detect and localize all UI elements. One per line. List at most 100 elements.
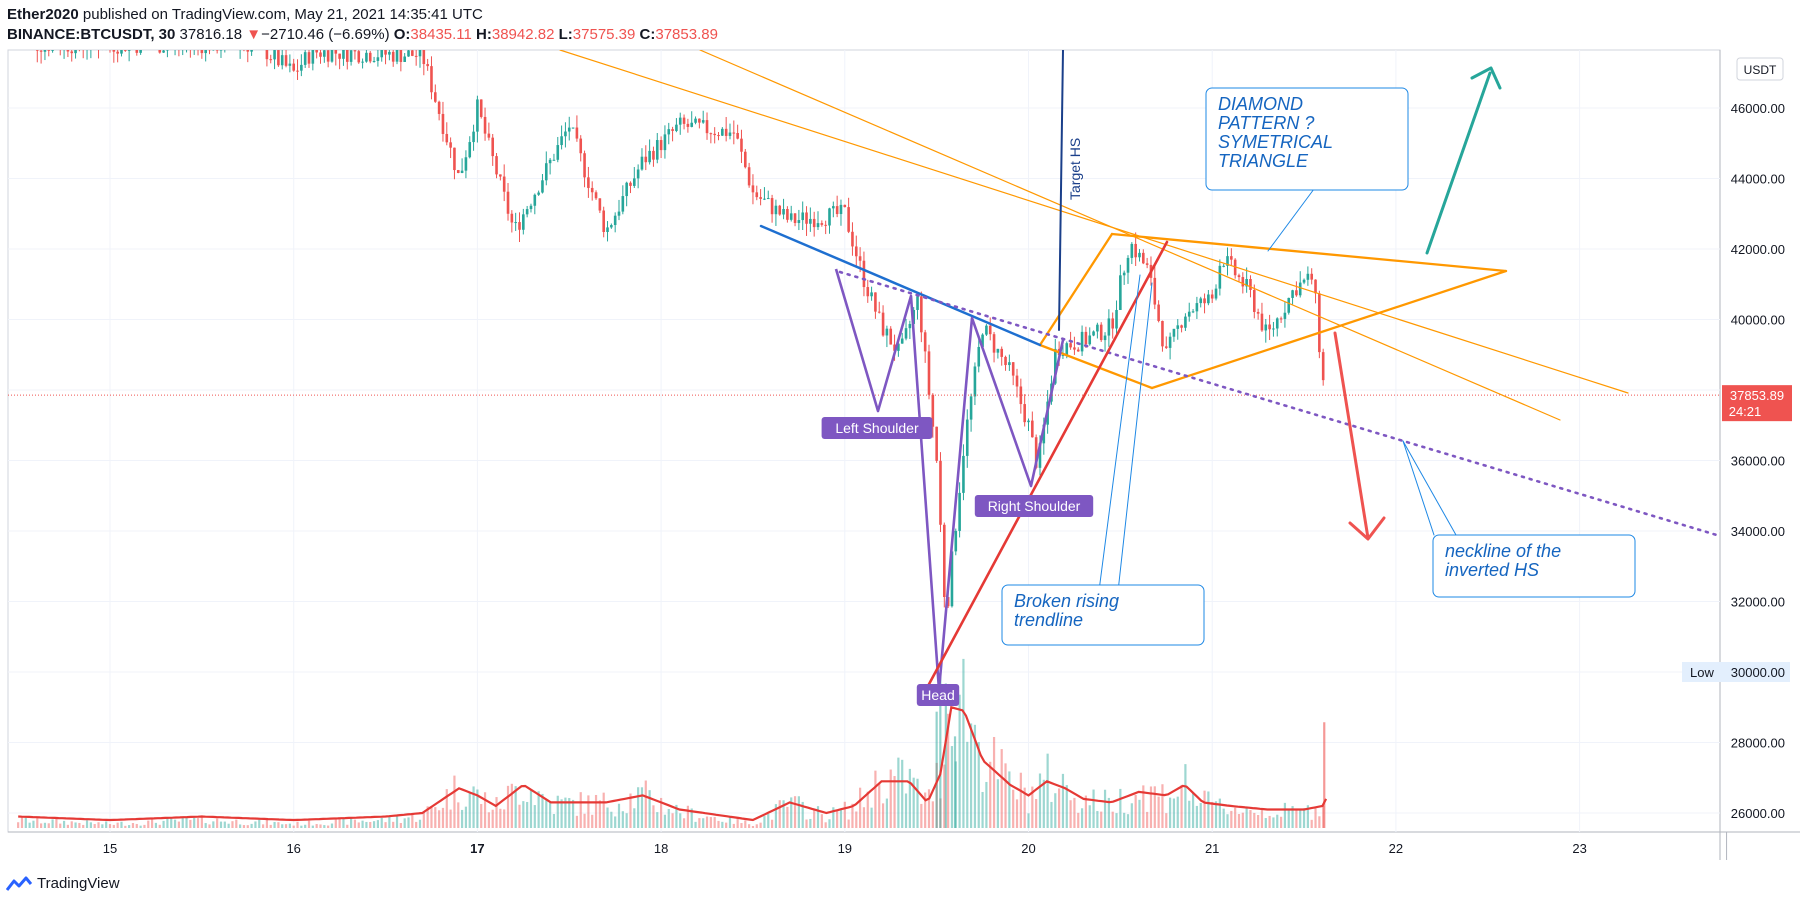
candle-body [721, 128, 724, 136]
volume-bar [216, 818, 219, 828]
candle-body [920, 296, 923, 333]
volume-bar [594, 794, 598, 828]
candle-body [411, 50, 414, 56]
candle-body [839, 204, 843, 215]
volume-bar [790, 797, 793, 828]
candle-body [330, 50, 334, 62]
volume-bar [204, 823, 207, 828]
volume-bar [537, 791, 540, 828]
candle-body [1275, 318, 1279, 329]
volume-bar [598, 800, 601, 828]
volume-bar [568, 798, 571, 828]
volume-bar [108, 824, 112, 828]
volume-bar [625, 813, 628, 828]
candle-body [602, 210, 605, 233]
candle-body [992, 334, 996, 353]
callout-pointer [1092, 274, 1141, 638]
volume-bar [434, 807, 437, 828]
volume-bar [843, 801, 846, 828]
volume-bar [947, 713, 950, 828]
y-tick-label: 40000.00 [1731, 313, 1785, 328]
volume-bar [1234, 807, 1237, 828]
candle-body [606, 227, 609, 233]
volume-bar [966, 741, 969, 828]
candle-body [120, 50, 123, 54]
volume-bar [1249, 810, 1252, 828]
volume-bar [464, 806, 468, 828]
volume-bar [32, 820, 35, 828]
candle-body [1272, 328, 1275, 330]
candle-body [345, 50, 349, 62]
candle-body [874, 292, 877, 312]
candle-body [1076, 349, 1080, 352]
candle-body [675, 124, 678, 131]
candle-body [847, 207, 850, 232]
y-tick-label: 26000.00 [1731, 806, 1785, 821]
volume-bar [774, 804, 778, 828]
candle-body [258, 39, 261, 40]
candle-body [889, 328, 893, 345]
candle-body [143, 39, 146, 42]
candle-body [66, 50, 70, 52]
volume-bar [460, 809, 464, 828]
volume-bar [682, 818, 686, 828]
candle-body [464, 157, 468, 171]
volume-bar [836, 811, 839, 828]
candle-body [1252, 289, 1256, 312]
volume-bar [17, 822, 20, 828]
candle-body [365, 52, 368, 62]
volume-bar [1038, 773, 1042, 828]
candle-body [1061, 355, 1065, 357]
volume-bar [105, 821, 108, 828]
candle-body [1134, 243, 1137, 258]
candle-body [763, 198, 766, 200]
volume-bar [495, 797, 498, 828]
candle-body [97, 44, 100, 50]
candle-body [483, 116, 487, 134]
volume-bar [480, 804, 483, 828]
candle-body [189, 44, 192, 46]
tradingview-brand[interactable]: TradingView [6, 875, 120, 892]
x-tick-label: 19 [838, 841, 852, 856]
volume-bar [1073, 797, 1076, 828]
broken-trendline-note-line: trendline [1014, 610, 1083, 630]
broken-trendline-note-line: Broken rising [1014, 591, 1119, 611]
low-value: 37575.39 [572, 26, 636, 43]
volume-bar [759, 822, 762, 828]
volume-bar [1226, 814, 1229, 828]
volume-bar [1134, 794, 1137, 828]
candle-body [709, 133, 713, 135]
volume-bar [491, 809, 494, 828]
volume-bar [1161, 784, 1164, 828]
volume-bar [985, 781, 988, 828]
volume-bar [338, 818, 341, 828]
volume-bar [1291, 806, 1294, 828]
publish-date: published on TradingView.com, May 21, 20… [82, 6, 483, 23]
volume-bar [135, 823, 138, 828]
volume-bar [506, 785, 510, 828]
volume-bar [755, 824, 758, 828]
volume-bar [1268, 815, 1271, 828]
volume-bar [667, 808, 670, 828]
volume-bar [1119, 788, 1122, 828]
candle-body [805, 212, 808, 224]
candle-body [35, 50, 39, 51]
candle-body [862, 260, 866, 288]
brand-name: TradingView [37, 875, 120, 892]
volume-bar [239, 824, 242, 828]
candle-body [116, 51, 119, 54]
candle-body [881, 312, 885, 336]
candle-body [866, 287, 870, 297]
candle-body [943, 524, 946, 598]
volume-bar [411, 813, 414, 828]
volume-bar [1019, 772, 1022, 828]
volume-bar [51, 819, 54, 828]
candle-body [70, 51, 74, 54]
candle-body [1318, 293, 1321, 353]
candle-body [391, 51, 395, 62]
author-name[interactable]: Ether2020 [7, 6, 79, 23]
volume-bar [334, 819, 337, 828]
volume-bar [1077, 812, 1080, 828]
diamond-note-line: PATTERN ? [1218, 113, 1314, 133]
